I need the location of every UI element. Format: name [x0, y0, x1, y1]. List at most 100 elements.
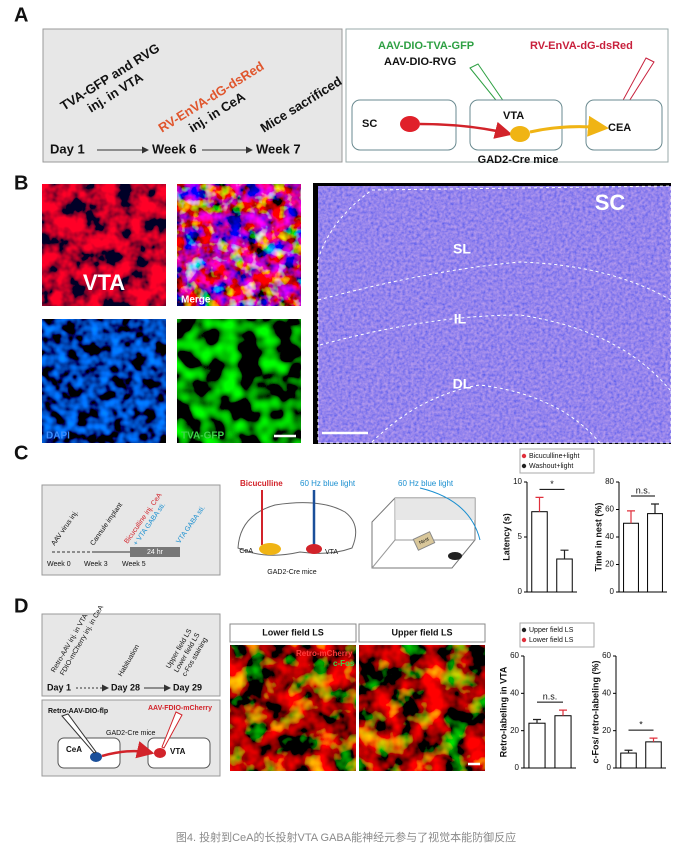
- region: [306, 544, 322, 554]
- mouse-label: GAD2-Cre mice: [267, 569, 317, 576]
- image-title: Upper field LS: [391, 627, 452, 637]
- significance: n.s.: [543, 692, 558, 702]
- region-label: SC: [595, 190, 626, 215]
- y-axis-label: c-Fos/ retro-labeling (%): [590, 660, 600, 763]
- micrograph: [230, 645, 356, 771]
- vector-label: AAV-DIO-RVG: [384, 56, 456, 68]
- y-tick-label: 0: [515, 763, 520, 772]
- vector-label: AAV-DIO-TVA-GFP: [378, 40, 474, 52]
- day-label: Day 29: [173, 682, 202, 692]
- duration: 24 hr: [147, 549, 164, 556]
- drug-label: Bicuculline: [240, 479, 283, 488]
- legend-marker: [521, 637, 527, 643]
- vector-label: Retro-AAV-DIO-flp: [48, 708, 108, 715]
- light-label: 60 Hz blue light: [398, 479, 454, 488]
- y-tick-label: 0: [607, 763, 612, 772]
- error-bar: [535, 496, 544, 512]
- light-label: 60 Hz blue light: [300, 479, 356, 488]
- region-label: VTA: [325, 549, 338, 556]
- error-bar: [560, 549, 569, 559]
- y-tick-label: 0: [518, 587, 523, 596]
- micrograph: [42, 319, 166, 443]
- vector-label: AAV-FDIO-mCherry: [148, 705, 212, 712]
- y-axis-label: Retro-labeling in VTA: [498, 666, 508, 757]
- y-tick-label: 40: [605, 532, 614, 541]
- y-axis-label: Time in nest (%): [593, 503, 603, 572]
- cell: [154, 748, 166, 758]
- region: [259, 543, 281, 555]
- needle: [61, 713, 97, 754]
- timeline-box: [42, 28, 343, 163]
- layer-border: [371, 384, 601, 444]
- image-header: [229, 623, 357, 643]
- y-tick-label: 60: [602, 651, 611, 660]
- time-label: Week 7: [256, 141, 301, 156]
- legend-label: Washout+light: [529, 463, 573, 470]
- screen: [395, 498, 475, 520]
- bar: [647, 513, 663, 593]
- mouse-label: GAD2-Cre mice: [478, 154, 559, 166]
- legend-box: [519, 622, 595, 648]
- layer-label: DL: [453, 376, 472, 392]
- region-label: CeA: [239, 548, 253, 555]
- bar: [556, 558, 573, 593]
- y-axis-label: Latency (s): [501, 513, 511, 561]
- fiber: [419, 487, 481, 541]
- y-tick-label: 0: [610, 587, 615, 596]
- bar: [531, 511, 548, 593]
- legend-box: [519, 448, 595, 474]
- mouse-icon: [448, 552, 462, 560]
- cell: [510, 126, 530, 142]
- time-label: Week 6: [152, 141, 197, 156]
- projection: [529, 115, 609, 137]
- layer-label: IL: [454, 311, 467, 327]
- day-label: Day 28: [111, 682, 140, 692]
- micrograph: [359, 645, 485, 771]
- layer-label: SL: [453, 241, 471, 257]
- y-tick-label: 20: [605, 560, 614, 569]
- micrograph: [177, 184, 301, 306]
- y-tick-label: 60: [605, 505, 614, 514]
- micrograph: [42, 184, 166, 306]
- significance: *: [550, 479, 554, 489]
- error-bar: [533, 718, 541, 724]
- week-label: Week 0: [47, 561, 71, 568]
- legend-label: Bicuculline+light: [529, 453, 579, 460]
- cell: [400, 116, 420, 132]
- bar: [528, 722, 546, 769]
- projection: [101, 741, 155, 759]
- image-label: VTA: [83, 270, 125, 295]
- image-label: Merge: [181, 295, 211, 306]
- timeline-box: [41, 484, 221, 576]
- region-label: VTA: [170, 747, 186, 756]
- legend-label: Upper field LS: [529, 627, 574, 634]
- image-header: [358, 623, 486, 643]
- stain-label: c-Fos: [333, 659, 355, 668]
- legend-marker: [521, 453, 527, 459]
- time-label: Day 1: [50, 141, 85, 156]
- node-label: VTA: [503, 110, 524, 122]
- bar: [623, 522, 639, 593]
- projection: [419, 121, 513, 139]
- image-label: DAPI: [46, 431, 70, 442]
- bar: [620, 752, 637, 769]
- region-label: CeA: [66, 745, 82, 754]
- vector-label: RV-EnVA-dG-dsRed: [530, 40, 633, 52]
- week-label: Week 3: [84, 561, 108, 568]
- legend-marker: [521, 463, 527, 469]
- panel-label: D: [14, 595, 28, 617]
- error-bar: [649, 737, 658, 742]
- significance: n.s.: [636, 485, 651, 495]
- significance: *: [639, 720, 643, 730]
- timeline-box: [41, 613, 221, 697]
- y-tick-label: 40: [510, 688, 519, 697]
- y-tick-label: 10: [513, 477, 522, 486]
- bar: [645, 741, 662, 769]
- node-box: [585, 99, 663, 151]
- panel-label: C: [14, 442, 28, 464]
- error-bar: [559, 709, 567, 716]
- bar: [554, 715, 572, 769]
- needle: [161, 711, 183, 749]
